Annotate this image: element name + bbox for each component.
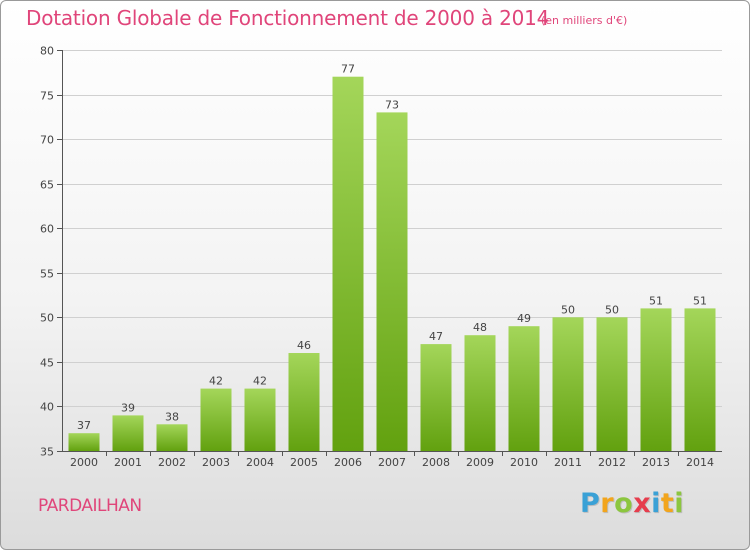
bar-2013 (640, 308, 672, 451)
x-tick-label: 2007 (378, 456, 406, 469)
bar-2009 (464, 335, 496, 451)
x-tick-label: 2014 (686, 456, 714, 469)
logo-letter: i (674, 488, 685, 519)
logo-letter: r (600, 488, 615, 519)
data-label: 47 (429, 330, 443, 343)
bar-2000 (68, 433, 100, 451)
data-label: 73 (385, 98, 399, 111)
bar-2012 (596, 317, 628, 451)
x-tick-label: 2000 (70, 456, 98, 469)
y-tick-label: 55 (40, 268, 54, 281)
data-label: 38 (165, 410, 179, 423)
logo-letter: o (614, 488, 634, 519)
x-tick-label: 2008 (422, 456, 450, 469)
y-tick-label: 80 (40, 45, 54, 58)
data-labels: 37 39 38 42 42 46 77 73 47 48 49 50 50 51 51 (77, 63, 707, 432)
y-tick-label: 65 (40, 179, 54, 192)
data-label: 42 (253, 375, 267, 388)
data-label: 50 (605, 303, 619, 316)
data-label: 39 (121, 401, 135, 414)
data-label: 48 (473, 321, 487, 334)
y-tick-label: 70 (40, 134, 54, 147)
x-tick-label: 2013 (642, 456, 670, 469)
x-tick-label: 2001 (114, 456, 142, 469)
bar-2010 (508, 326, 540, 451)
y-tick-label: 75 (40, 90, 54, 103)
bar-2014 (684, 308, 716, 451)
x-tick-label: 2006 (334, 456, 362, 469)
y-tick-label: 40 (40, 401, 54, 414)
x-tick-label: 2009 (466, 456, 494, 469)
data-label: 51 (693, 294, 707, 307)
bar-2003 (200, 388, 232, 451)
data-label: 50 (561, 303, 575, 316)
bar-2004 (244, 388, 276, 451)
x-tick-label: 2010 (510, 456, 538, 469)
y-tick-label: 50 (40, 312, 54, 325)
y-tick-label: 35 (40, 446, 54, 459)
x-tick-label: 2011 (554, 456, 582, 469)
logo-letter: i (651, 488, 661, 519)
x-tick-label: 2003 (202, 456, 230, 469)
x-tick-label: 2012 (598, 456, 626, 469)
data-label: 51 (649, 294, 663, 307)
bar-2011 (552, 317, 584, 451)
axes: 35 40 45 50 55 60 65 70 75 80 2000 2001 2002 2003 2004… (40, 45, 722, 469)
bar-2006 (332, 76, 364, 451)
data-label: 37 (77, 419, 91, 432)
y-tick-label: 45 (40, 357, 54, 370)
chart-title: Dotation Globale de Fonctionnement de 20… (26, 6, 550, 30)
bars (68, 76, 716, 452)
data-label: 46 (297, 339, 311, 352)
commune-name: PARDAILHAN (38, 496, 142, 516)
y-tick-label: 60 (40, 223, 54, 236)
bar-2007 (376, 112, 408, 452)
x-tick-label: 2004 (246, 456, 274, 469)
logo-letter: t (660, 488, 675, 519)
proxiti-logo[interactable]: Proxiti (580, 488, 684, 519)
data-label: 77 (341, 63, 355, 76)
bar-2008 (420, 344, 452, 451)
data-label: 42 (209, 375, 223, 388)
x-tick-label: 2002 (158, 456, 186, 469)
logo-letter: P (580, 488, 601, 519)
chart-subtitle: (en milliers d'€) (541, 14, 628, 27)
logo-letter: x (633, 488, 652, 519)
bar-2002 (156, 424, 188, 451)
bar-2001 (112, 415, 144, 451)
x-tick-label: 2005 (290, 456, 318, 469)
bar-2005 (288, 353, 320, 451)
data-label: 49 (517, 312, 531, 325)
